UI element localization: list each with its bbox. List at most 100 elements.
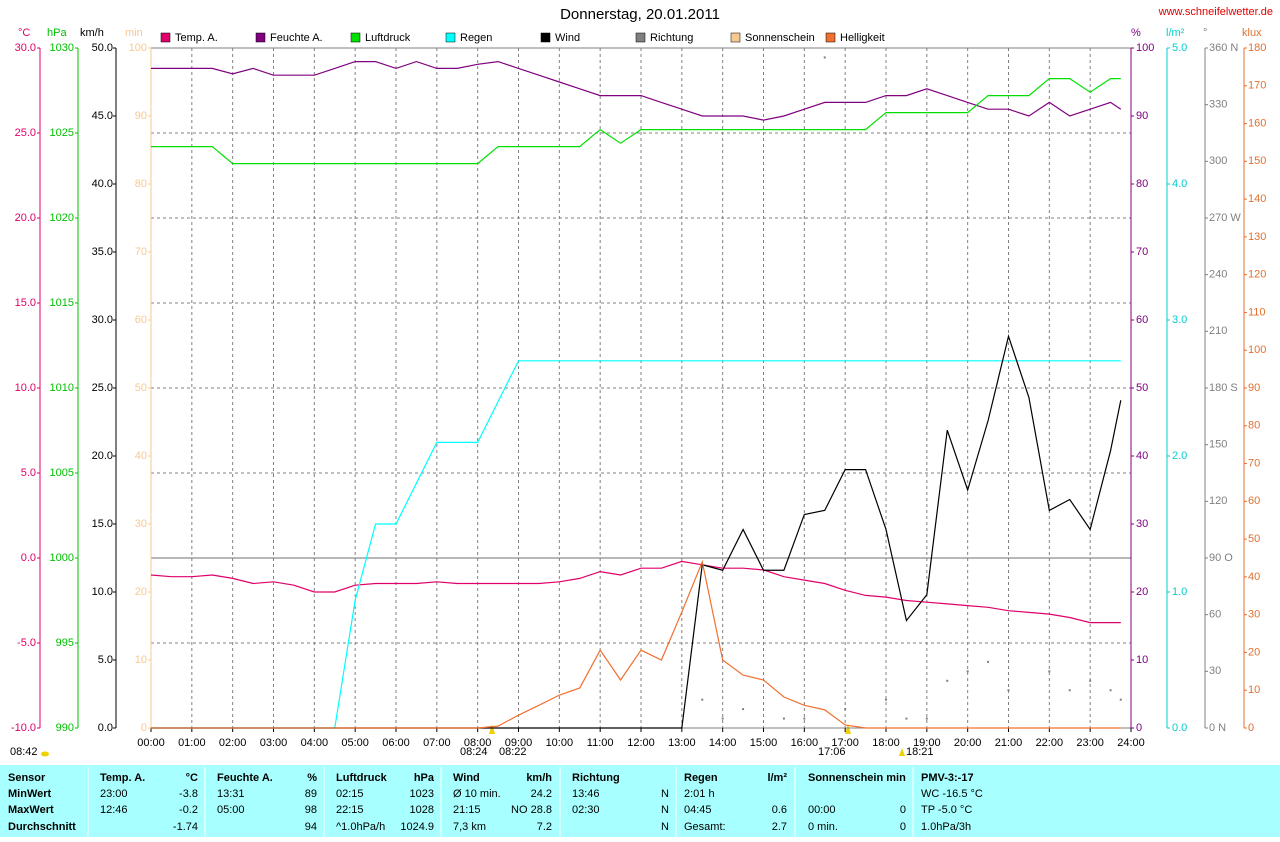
series-dot: [844, 708, 847, 711]
table-header: l/m²: [767, 772, 787, 784]
y-tick-label: 50.0: [92, 42, 113, 54]
table-cell: 23:00: [100, 788, 128, 800]
table-cell: N: [661, 788, 669, 800]
x-tick-label: 22:00: [1036, 737, 1064, 749]
series-line: [151, 60, 1122, 121]
x-tick-label: 13:00: [668, 737, 696, 749]
series-dot: [987, 660, 990, 663]
y-tick-label: 30.0: [92, 314, 113, 326]
table-cell: 02:30: [572, 804, 600, 816]
x-tick-label: 11:00: [587, 737, 614, 749]
y-tick-label: 330: [1209, 99, 1227, 111]
x-tick-label: 20:00: [954, 737, 982, 749]
table-header: Wind: [453, 772, 480, 784]
table-cell: 24.2: [531, 788, 552, 800]
y-tick-label: 270 W: [1209, 212, 1241, 224]
x-tick-label: 09:00: [505, 737, 533, 749]
y-tick-label: 10: [135, 654, 147, 666]
x-tick-label: 24:00: [1117, 737, 1145, 749]
table-cell: 0: [900, 804, 906, 816]
table-cell: 02:15: [336, 788, 364, 800]
y-tick-label: 0 N: [1209, 722, 1226, 734]
y-tick-label: 20.0: [15, 212, 36, 224]
table-cell: ^1.0hPa/h: [336, 821, 385, 833]
table-cell: 05:00: [217, 804, 245, 816]
annotation: 08:22: [499, 746, 527, 758]
y-tick-label: 70: [1248, 457, 1260, 469]
x-tick-label: 21:00: [995, 737, 1023, 749]
table-header: °C: [186, 772, 198, 784]
y-tick-label: 70: [135, 246, 147, 258]
legend-label: Helligkeit: [840, 32, 885, 44]
y-tick-label: 60: [135, 314, 147, 326]
table-cell: 7,3 km: [453, 821, 486, 833]
series-dot: [823, 56, 826, 59]
series-dot: [1068, 689, 1071, 692]
table-cell: NO 28.8: [511, 804, 552, 816]
series-line: [150, 560, 1121, 624]
table-cell: Gesamt:: [684, 821, 726, 833]
legend-swatch: [350, 32, 361, 43]
legend-swatch: [540, 32, 551, 43]
table-cell: N: [661, 821, 669, 833]
y-tick-label: 45.0: [92, 110, 113, 122]
series-dot: [1048, 670, 1051, 673]
y-tick-label: 180 S: [1209, 382, 1238, 394]
y-tick-label: 1000: [50, 552, 74, 564]
y-tick-label: 1005: [50, 467, 74, 479]
y-tick-label: 40: [1136, 450, 1148, 462]
y-tick-label: 1010: [50, 382, 74, 394]
series-dot: [782, 717, 785, 720]
y-tick-label: 210: [1209, 325, 1227, 337]
table-cell: 13:31: [217, 788, 245, 800]
table-cell: Ø 10 min.: [453, 788, 501, 800]
y-tick-label: 80: [1248, 420, 1260, 432]
table-header: Regen: [684, 772, 718, 784]
series-dot: [925, 717, 928, 720]
legend-label: Luftdruck: [365, 32, 411, 44]
sun-icon: [41, 751, 49, 757]
table-header: Luftdruck: [336, 772, 388, 784]
y-tick-label: 180: [1248, 42, 1266, 54]
x-tick-label: 19:00: [913, 737, 941, 749]
y-tick-label: 25.0: [92, 382, 113, 394]
y-tick-label: 20.0: [92, 450, 113, 462]
y-tick-label: 100: [129, 42, 147, 54]
y-tick-label: 20: [1248, 646, 1260, 658]
series-dot: [803, 717, 806, 720]
legend-swatch: [635, 32, 646, 43]
axis-unit: l/m²: [1166, 27, 1185, 39]
table-cell: WC -16.5 °C: [921, 788, 983, 800]
y-tick-label: 10.0: [92, 586, 113, 598]
y-tick-label: 100: [1248, 344, 1266, 356]
y-tick-label: 300: [1209, 155, 1227, 167]
y-tick-label: 15.0: [92, 518, 113, 530]
series-dot: [721, 717, 724, 720]
axis-unit: min: [125, 27, 143, 39]
y-tick-label: 60: [1248, 495, 1260, 507]
y-tick-label: 40: [1248, 571, 1260, 583]
y-tick-label: 4.0: [1172, 178, 1187, 190]
annotation: 18:21: [906, 746, 934, 758]
y-tick-label: 990: [56, 722, 74, 734]
x-tick-label: 06:00: [382, 737, 410, 749]
y-tick-label: 80: [135, 178, 147, 190]
table-cell: 0 min.: [808, 821, 838, 833]
axis-unit: hPa: [47, 27, 67, 39]
table-background: [0, 765, 1280, 837]
y-tick-label: 40: [135, 450, 147, 462]
y-tick-label: 0.0: [21, 552, 36, 564]
y-tick-label: 40.0: [92, 178, 113, 190]
y-tick-label: 100: [1136, 42, 1154, 54]
x-tick-label: 10:00: [546, 737, 574, 749]
x-tick-label: 17:00: [831, 737, 859, 749]
x-tick-label: 02:00: [219, 737, 247, 749]
y-tick-label: 0.0: [1172, 722, 1187, 734]
table-cell: 22:15: [336, 804, 364, 816]
table-cell: 98: [305, 804, 317, 816]
table-cell: Durchschnitt: [8, 821, 76, 833]
y-tick-label: 5.0: [21, 467, 36, 479]
marker: [845, 724, 851, 734]
legend-label: Temp. A.: [175, 32, 218, 44]
